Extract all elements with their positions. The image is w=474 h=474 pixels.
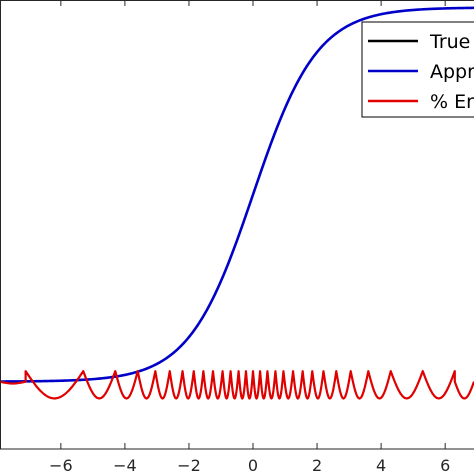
legend-label-true: True (429, 31, 470, 53)
legend: True Appr % Er (361, 21, 474, 118)
x-tick-label-2: −2 (177, 456, 201, 474)
series-error-line (0, 370, 474, 400)
x-tick-label-5: 4 (376, 456, 386, 474)
series-appr-line (0, 6, 474, 383)
tick-layer: −6 −4 −2 0 2 4 6 (49, 0, 450, 474)
legend-label-error: % Er (430, 91, 474, 113)
x-tick-label-4: 2 (312, 456, 322, 474)
legend-label-appr: Appr (430, 61, 474, 83)
x-tick-label-1: −4 (113, 456, 137, 474)
series-layer (0, 6, 474, 400)
x-tick-label-6: 6 (440, 456, 450, 474)
x-tick-label-0: −6 (49, 456, 73, 474)
x-tick-label-3: 0 (248, 456, 258, 474)
